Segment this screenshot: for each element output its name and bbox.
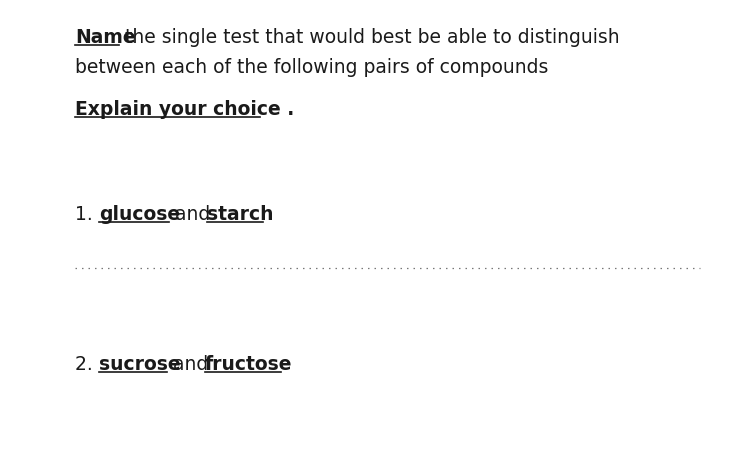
Text: Explain your choice .: Explain your choice .	[75, 100, 295, 119]
Text: sucrose: sucrose	[99, 355, 181, 374]
Text: and: and	[169, 205, 216, 224]
Text: glucose: glucose	[99, 205, 180, 224]
Text: 1.: 1.	[75, 205, 98, 224]
Text: Name: Name	[75, 28, 135, 47]
Text: the single test that would best be able to distinguish: the single test that would best be able …	[119, 28, 619, 47]
Text: fructose: fructose	[205, 355, 292, 374]
Text: starch: starch	[207, 205, 274, 224]
Text: between each of the following pairs of compounds: between each of the following pairs of c…	[75, 58, 548, 77]
Text: and: and	[167, 355, 215, 374]
Text: 2.: 2.	[75, 355, 98, 374]
